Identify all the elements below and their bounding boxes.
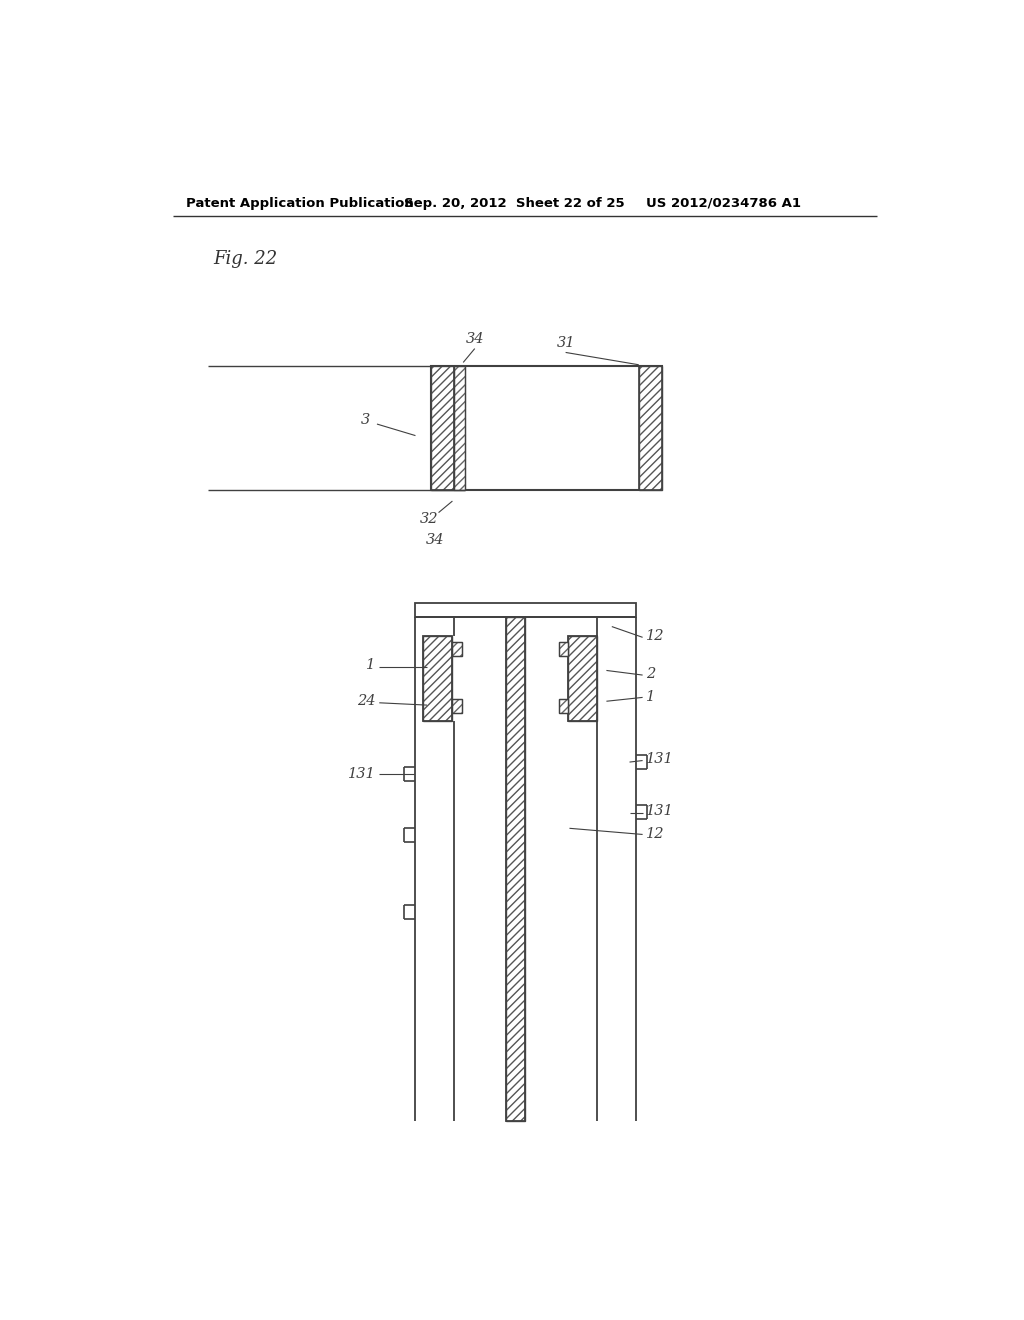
Bar bbox=[506, 616, 524, 1121]
Bar bbox=[453, 642, 462, 656]
Bar bbox=[639, 367, 662, 490]
Bar bbox=[423, 636, 453, 721]
Text: 2: 2 bbox=[646, 668, 655, 681]
Bar bbox=[506, 616, 524, 1121]
Bar bbox=[453, 700, 462, 713]
Text: 34: 34 bbox=[425, 532, 444, 546]
Text: 131: 131 bbox=[646, 752, 674, 766]
Text: 34: 34 bbox=[466, 333, 484, 346]
Text: 131: 131 bbox=[348, 767, 376, 781]
Bar bbox=[559, 642, 568, 656]
Text: 3: 3 bbox=[360, 413, 370, 428]
Text: 32: 32 bbox=[420, 512, 438, 525]
Text: 12: 12 bbox=[646, 828, 665, 841]
Bar bbox=[568, 636, 597, 721]
Bar bbox=[559, 700, 568, 713]
Bar bbox=[431, 367, 662, 490]
Bar bbox=[423, 636, 453, 721]
Text: 24: 24 bbox=[357, 694, 376, 709]
Text: Patent Application Publication: Patent Application Publication bbox=[186, 197, 414, 210]
Text: 1: 1 bbox=[646, 690, 655, 705]
Bar bbox=[453, 700, 462, 713]
Text: 31: 31 bbox=[556, 337, 574, 350]
Bar bbox=[454, 367, 465, 490]
Bar bbox=[639, 367, 662, 490]
Bar bbox=[454, 367, 465, 490]
Bar bbox=[559, 642, 568, 656]
Text: 12: 12 bbox=[646, 628, 665, 643]
Text: Sep. 20, 2012  Sheet 22 of 25: Sep. 20, 2012 Sheet 22 of 25 bbox=[403, 197, 625, 210]
Bar bbox=[568, 636, 597, 721]
Text: 131: 131 bbox=[646, 804, 674, 818]
Bar bbox=[453, 642, 462, 656]
Text: US 2012/0234786 A1: US 2012/0234786 A1 bbox=[646, 197, 802, 210]
Bar bbox=[416, 603, 636, 616]
Text: 1: 1 bbox=[367, 659, 376, 672]
Bar bbox=[559, 700, 568, 713]
Bar bbox=[431, 367, 454, 490]
Bar bbox=[431, 367, 454, 490]
Text: Fig. 22: Fig. 22 bbox=[214, 249, 278, 268]
